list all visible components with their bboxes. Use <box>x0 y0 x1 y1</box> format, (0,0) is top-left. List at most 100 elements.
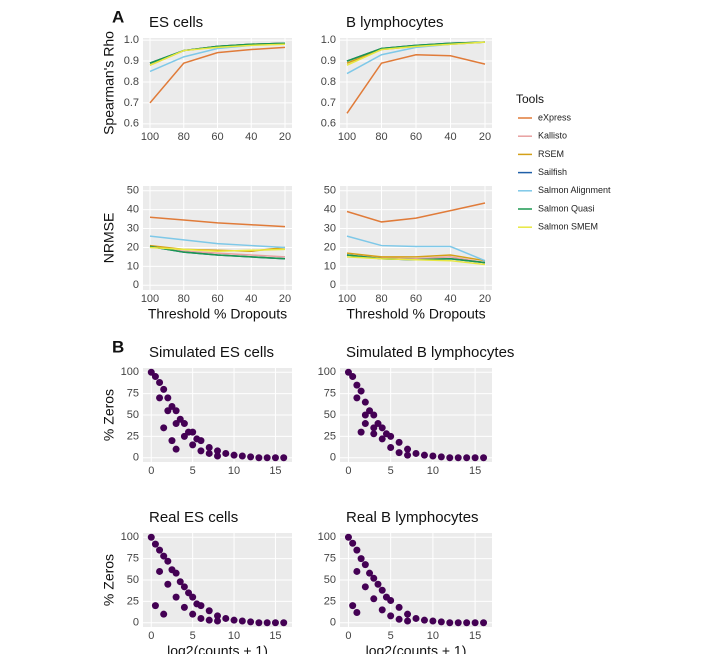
y-tick-label: 50 <box>324 574 336 586</box>
point <box>412 449 420 457</box>
y-tick-label: 50 <box>324 185 336 197</box>
legend-label: Salmon Alignment <box>538 185 611 195</box>
y-tick-label: 0.6 <box>124 118 139 130</box>
point <box>437 453 445 461</box>
point <box>370 430 378 438</box>
line <box>346 202 486 223</box>
x-tick-label: 15 <box>269 630 281 642</box>
point <box>378 606 386 614</box>
point <box>480 454 488 462</box>
x-tick-label: 40 <box>444 293 456 305</box>
point <box>189 610 197 618</box>
point <box>344 368 352 376</box>
point <box>197 447 205 455</box>
legend-label: Salmon Quasi <box>538 203 595 213</box>
point <box>230 451 238 459</box>
point <box>168 437 176 445</box>
x-tick-label: 60 <box>410 131 422 143</box>
point <box>180 603 188 611</box>
y-tick-label: 50 <box>127 409 139 421</box>
chart-title: ES cells <box>149 14 203 31</box>
point <box>353 608 361 616</box>
point <box>353 567 361 575</box>
line <box>149 246 286 252</box>
x-tick-label: 5 <box>388 630 394 642</box>
y-tick-label: 20 <box>127 241 139 253</box>
y-tick-label: 50 <box>127 185 139 197</box>
point <box>387 612 395 620</box>
point <box>164 394 172 402</box>
x-tick-label: 15 <box>469 630 481 642</box>
x-tick-label: 100 <box>141 293 159 305</box>
point <box>255 454 263 462</box>
x-tick-label: 0 <box>148 465 154 477</box>
line <box>346 256 486 266</box>
point <box>404 617 412 625</box>
point <box>366 407 374 415</box>
panel-label: A <box>112 7 124 26</box>
line <box>149 216 286 228</box>
line <box>149 235 286 249</box>
point <box>180 420 188 428</box>
x-tick-label: 15 <box>469 465 481 477</box>
point <box>271 619 279 627</box>
y-tick-label: 0.6 <box>321 118 336 130</box>
y-axis-label: Spearman's Rho <box>101 31 117 135</box>
point <box>463 454 471 462</box>
point <box>395 449 403 457</box>
point <box>205 607 213 615</box>
point <box>357 387 365 395</box>
x-tick-label: 5 <box>388 465 394 477</box>
y-tick-label: 50 <box>127 574 139 586</box>
point <box>387 432 395 440</box>
x-tick-label: 20 <box>479 293 491 305</box>
y-axis-label: % Zeros <box>101 389 117 441</box>
point <box>197 437 205 445</box>
point <box>222 449 230 457</box>
chart-title: Simulated ES cells <box>149 344 274 361</box>
x-tick-label: 10 <box>228 465 240 477</box>
point <box>353 546 361 554</box>
point <box>214 447 221 455</box>
x-tick-label: 60 <box>211 293 223 305</box>
y-tick-label: 40 <box>127 204 139 216</box>
point <box>189 428 197 436</box>
x-axis-label: log2(counts + 1) <box>167 643 268 654</box>
line <box>149 43 286 66</box>
point <box>164 557 172 565</box>
point <box>255 619 263 627</box>
y-tick-label: 0 <box>330 452 336 464</box>
point <box>222 614 230 622</box>
point <box>197 602 205 610</box>
point <box>147 533 155 541</box>
y-tick-label: 75 <box>127 553 139 565</box>
point <box>454 619 462 627</box>
point <box>361 398 369 406</box>
point <box>387 443 395 451</box>
legend-label: Sailfish <box>538 167 567 177</box>
x-tick-label: 40 <box>245 293 257 305</box>
point <box>164 580 172 588</box>
y-tick-label: 0.9 <box>321 55 336 67</box>
y-tick-label: 40 <box>324 204 336 216</box>
point <box>437 618 445 626</box>
point <box>214 452 221 460</box>
point <box>172 593 180 601</box>
y-tick-label: 0.8 <box>321 76 336 88</box>
x-tick-label: 10 <box>427 465 439 477</box>
y-tick-label: 20 <box>324 241 336 253</box>
x-tick-label: 5 <box>190 465 196 477</box>
point <box>263 454 271 462</box>
y-tick-label: 100 <box>318 531 336 543</box>
y-tick-label: 25 <box>324 430 336 442</box>
point <box>412 614 420 622</box>
point <box>471 619 479 627</box>
point <box>189 441 197 449</box>
point <box>404 445 412 453</box>
x-tick-label: 0 <box>148 630 154 642</box>
point <box>361 583 369 591</box>
point <box>370 595 378 603</box>
point <box>349 373 357 381</box>
y-tick-label: 25 <box>324 595 336 607</box>
